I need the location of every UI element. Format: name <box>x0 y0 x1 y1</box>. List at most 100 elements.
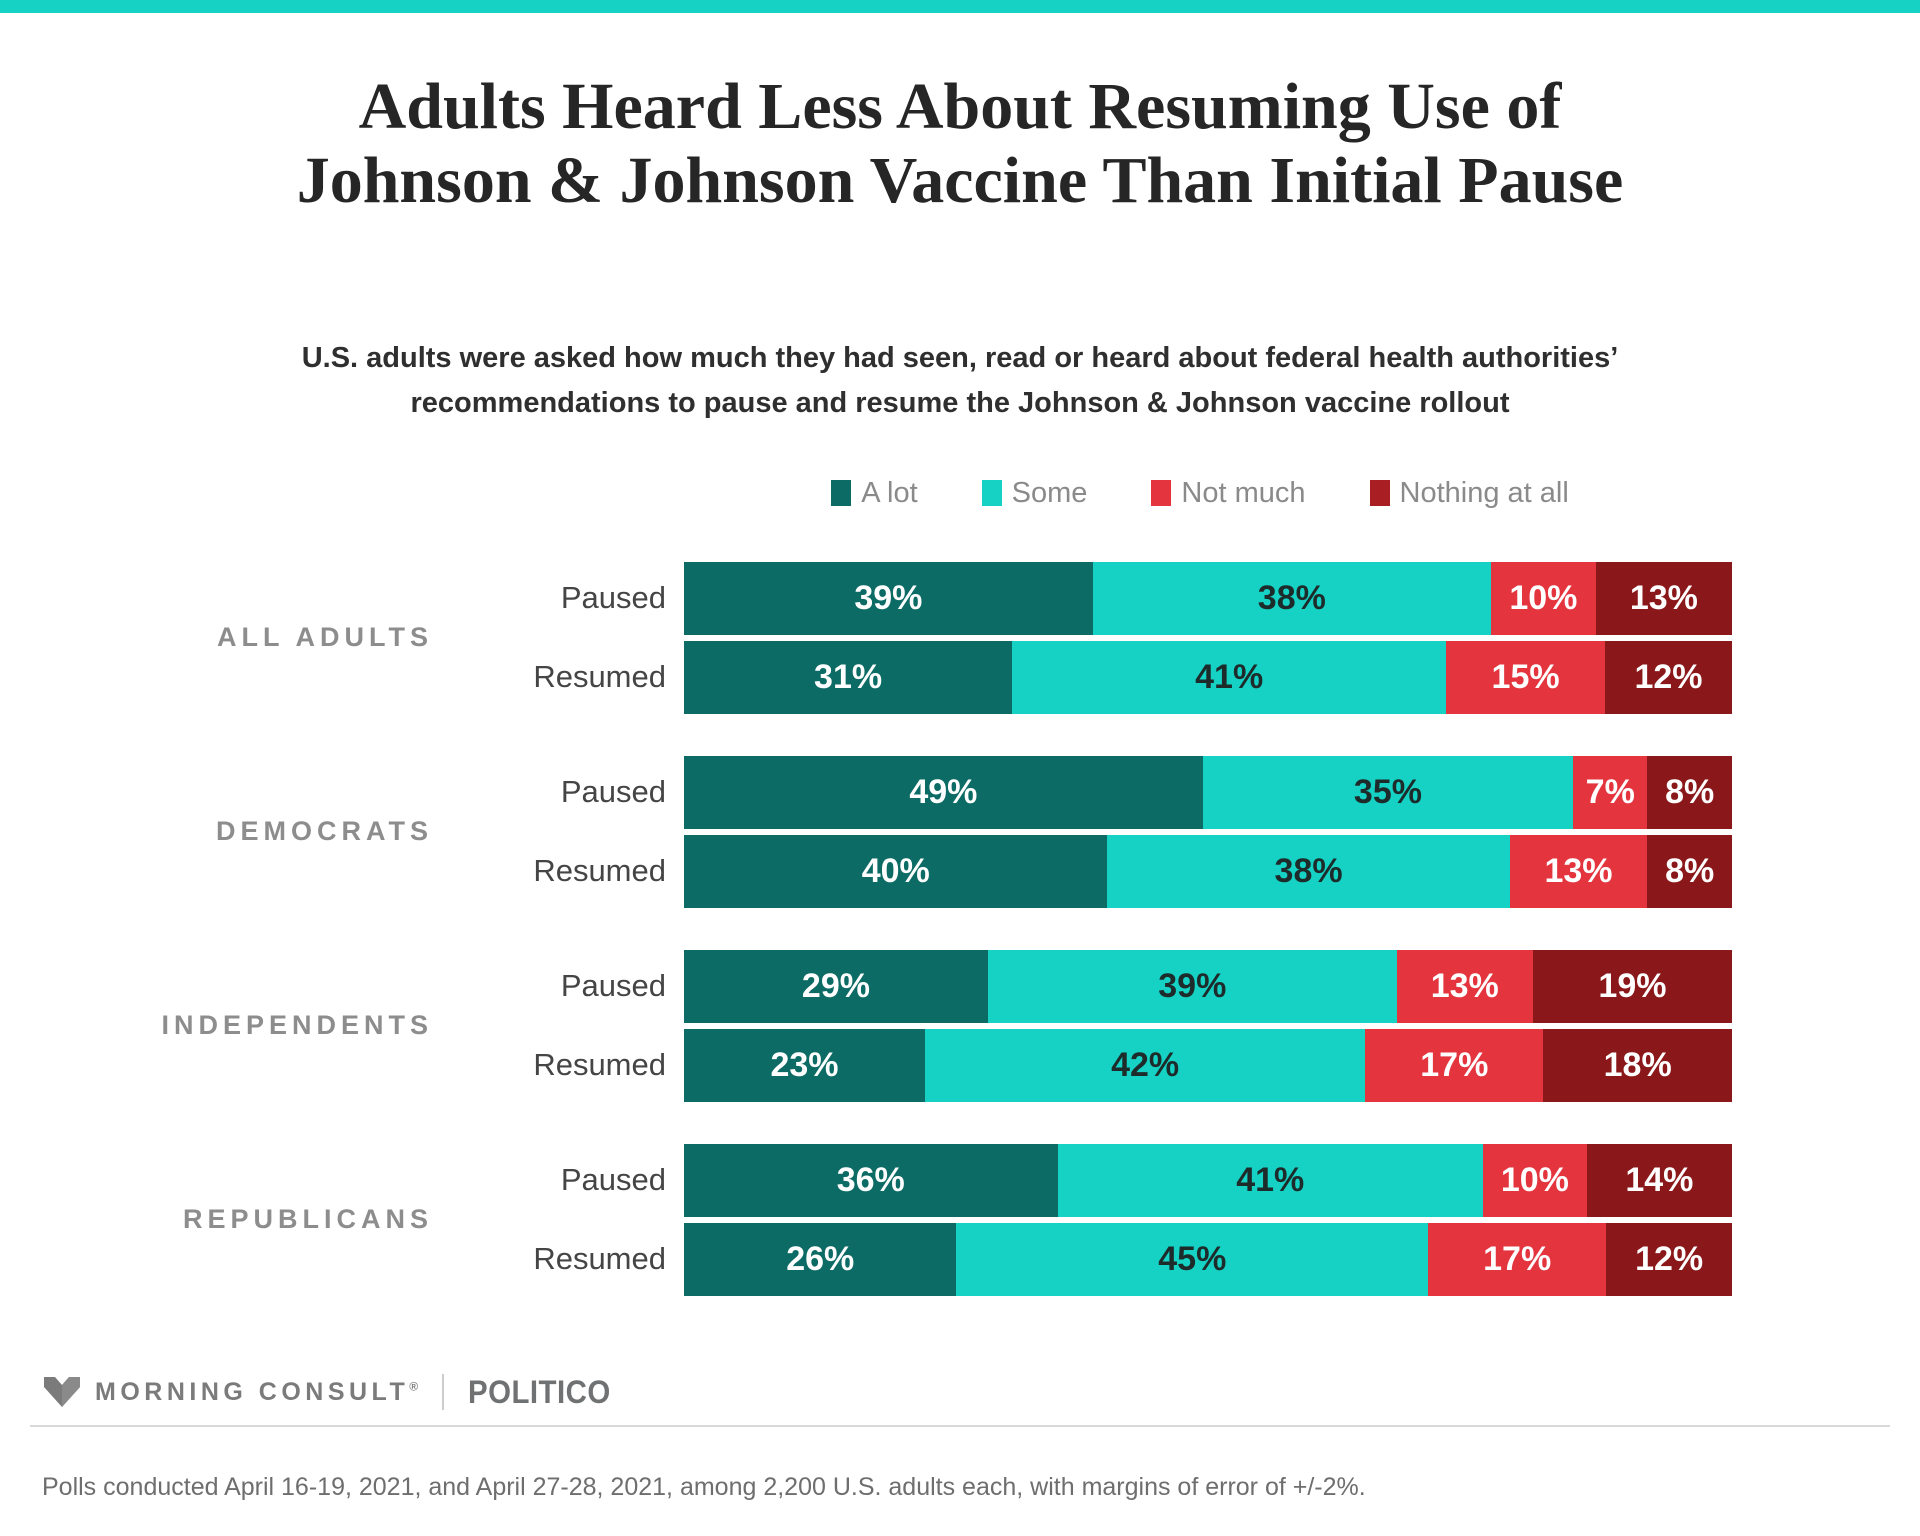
row-republicans-paused: Paused 36% 41% 10% 14% <box>433 1143 1732 1217</box>
chart-title-line-2: Johnson & Johnson Vaccine Than Initial P… <box>296 143 1624 217</box>
segment-value-label: 15% <box>1491 657 1560 696</box>
row-republicans-resumed: Resumed 26% 45% 17% 12% <box>433 1222 1732 1296</box>
bar-independents-paused: 29% 39% 13% 19% <box>684 949 1732 1023</box>
segment-nothing-at-all: 8% <box>1647 834 1732 908</box>
segment-value-label: 26% <box>786 1239 855 1278</box>
bar-democrats-paused: 49% 35% 7% 8% <box>684 755 1732 829</box>
segment-not-much: 15% <box>1446 640 1605 714</box>
segment-value-label: 8% <box>1665 851 1715 890</box>
row-independents-paused: Paused 29% 39% 13% 19% <box>433 949 1732 1023</box>
segment-value-label: 13% <box>1544 851 1613 890</box>
segment-not-much: 7% <box>1573 755 1648 829</box>
segment-nothing-at-all: 14% <box>1586 1143 1732 1217</box>
segment-some: 38% <box>1107 834 1510 908</box>
registered-trademark-symbol: ® <box>409 1379 419 1394</box>
segment-value-label: 39% <box>854 578 923 617</box>
segment-a-lot: 29% <box>684 949 988 1023</box>
bar-all-adults-paused: 39% 38% 10% 13% <box>684 561 1732 635</box>
segment-some: 39% <box>987 949 1397 1023</box>
row-all-adults-resumed: Resumed 31% 41% 15% 12% <box>433 640 1732 714</box>
legend-item-some: Some <box>981 476 1088 510</box>
chart-subtitle-line-2: recommendations to pause and resume the … <box>410 386 1510 419</box>
group-label-all-adults: ALL ADULTS <box>217 622 433 653</box>
segment-value-label: 40% <box>861 851 930 890</box>
chart-title: Adults Heard Less About Resuming Use of … <box>0 70 1920 218</box>
segment-some: 42% <box>925 1028 1366 1102</box>
segment-value-label: 17% <box>1420 1045 1489 1084</box>
chart-title-line-1: Adults Heard Less About Resuming Use of <box>358 70 1562 143</box>
header-accent-bar <box>0 0 1920 13</box>
segment-a-lot: 36% <box>684 1143 1058 1217</box>
legend-label-nothing-at-all: Nothing at all <box>1399 476 1569 509</box>
segment-value-label: 12% <box>1634 657 1703 696</box>
bar-all-adults-resumed: 31% 41% 15% 12% <box>684 640 1732 714</box>
bar-republicans-paused: 36% 41% 10% 14% <box>684 1143 1732 1217</box>
bar-republicans-resumed: 26% 45% 17% 12% <box>684 1222 1732 1296</box>
segment-not-much: 10% <box>1482 1143 1587 1217</box>
segment-some: 35% <box>1202 755 1574 829</box>
row-independents-resumed: Resumed 23% 42% 17% 18% <box>433 1028 1732 1102</box>
segment-value-label: 17% <box>1483 1239 1552 1278</box>
legend-label-a-lot: A lot <box>861 476 918 509</box>
segment-not-much: 13% <box>1396 949 1533 1023</box>
segment-nothing-at-all: 19% <box>1532 949 1732 1023</box>
legend-label-some: Some <box>1011 476 1088 509</box>
row-label-paused: Paused <box>560 774 666 810</box>
group-rows-independents: Paused 29% 39% 13% 19% Resumed 23% 42% 17% 18% <box>433 949 1732 1102</box>
segment-value-label: 8% <box>1665 772 1715 811</box>
row-democrats-resumed: Resumed 40% 38% 13% 8% <box>433 834 1732 908</box>
group-rows-republicans: Paused 36% 41% 10% 14% Resumed 26% 45% 17% 12% <box>433 1143 1732 1296</box>
segment-nothing-at-all: 12% <box>1604 640 1732 714</box>
row-label-resumed: Resumed <box>533 1047 666 1083</box>
segment-value-label: 13% <box>1629 578 1698 617</box>
segment-a-lot: 49% <box>684 755 1203 829</box>
segment-value-label: 45% <box>1158 1239 1227 1278</box>
group-all-adults: ALL ADULTS Paused 39% 38% 10% 13% Resumed 31% 41… <box>0 561 1920 714</box>
segment-nothing-at-all: 12% <box>1606 1222 1732 1296</box>
segment-value-label: 42% <box>1111 1045 1180 1084</box>
row-all-adults-paused: Paused 39% 38% 10% 13% <box>433 561 1732 635</box>
segment-nothing-at-all: 13% <box>1595 561 1732 635</box>
segment-not-much: 10% <box>1490 561 1596 635</box>
group-rows-all-adults: Paused 39% 38% 10% 13% Resumed 31% 41% 15% 12% <box>433 561 1732 714</box>
segment-value-label: 35% <box>1353 772 1422 811</box>
legend-swatch-some-icon <box>981 480 1002 507</box>
chart-groups: ALL ADULTS Paused 39% 38% 10% 13% Resumed 31% 41… <box>0 561 1920 1296</box>
politico-wordmark: POLITICO <box>468 1373 611 1410</box>
chart-subtitle-line-1: U.S. adults were asked how much they had… <box>301 341 1619 374</box>
segment-value-label: 10% <box>1500 1160 1569 1199</box>
segment-value-label: 19% <box>1598 966 1667 1005</box>
segment-not-much: 17% <box>1365 1028 1544 1102</box>
row-label-paused: Paused <box>560 1162 666 1198</box>
segment-value-label: 10% <box>1509 578 1578 617</box>
segment-value-label: 49% <box>909 772 978 811</box>
legend-swatch-not-much-icon <box>1151 480 1172 507</box>
segment-value-label: 41% <box>1195 657 1264 696</box>
segment-nothing-at-all: 18% <box>1543 1028 1732 1102</box>
footer-branding: MORNING CONSULT® POLITICO <box>42 1374 1920 1411</box>
footer-rule <box>30 1424 1890 1427</box>
bar-democrats-resumed: 40% 38% 13% 8% <box>684 834 1732 908</box>
segment-value-label: 13% <box>1430 966 1499 1005</box>
segment-a-lot: 23% <box>684 1028 926 1102</box>
segment-value-label: 36% <box>836 1160 905 1199</box>
segment-value-label: 18% <box>1603 1045 1672 1084</box>
segment-a-lot: 40% <box>684 834 1108 908</box>
group-label-independents: INDEPENDENTS <box>161 1010 433 1041</box>
segment-some: 41% <box>1057 1143 1483 1217</box>
segment-value-label: 14% <box>1625 1160 1694 1199</box>
segment-value-label: 12% <box>1635 1239 1704 1278</box>
legend-item-nothing-at-all: Nothing at all <box>1369 476 1569 510</box>
row-label-resumed: Resumed <box>533 659 666 695</box>
row-label-resumed: Resumed <box>533 853 666 889</box>
group-democrats: DEMOCRATS Paused 49% 35% 7% 8% Resumed 40% 38% 13… <box>0 755 1920 908</box>
segment-value-label: 38% <box>1257 578 1326 617</box>
group-republicans: REPUBLICANS Paused 36% 41% 10% 14% Resumed 26% 4… <box>0 1143 1920 1296</box>
row-democrats-paused: Paused 49% 35% 7% 8% <box>433 755 1732 829</box>
footnote: Polls conducted April 16-19, 2021, and A… <box>42 1472 1366 1501</box>
segment-value-label: 31% <box>814 657 883 696</box>
group-rows-democrats: Paused 49% 35% 7% 8% Resumed 40% 38% 13% 8% <box>433 755 1732 908</box>
group-label-republicans: REPUBLICANS <box>182 1204 433 1235</box>
segment-some: 41% <box>1012 640 1447 714</box>
